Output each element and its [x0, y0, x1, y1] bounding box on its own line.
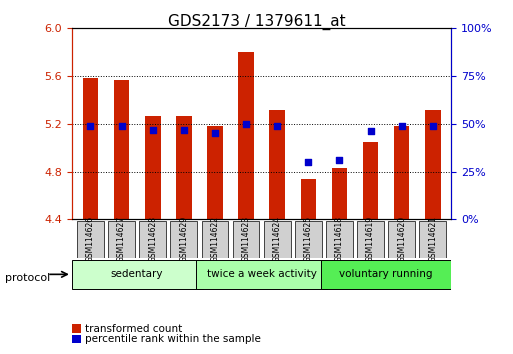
Text: GSM114628: GSM114628	[148, 216, 157, 262]
Bar	[425, 110, 441, 219]
FancyBboxPatch shape	[140, 221, 166, 258]
FancyBboxPatch shape	[321, 260, 451, 289]
Text: GSM114625: GSM114625	[304, 216, 313, 262]
Bar	[269, 110, 285, 219]
Bar	[363, 142, 378, 219]
Bar	[83, 79, 98, 219]
Text: GSM114622: GSM114622	[210, 216, 220, 262]
Point	[211, 131, 219, 136]
Point	[180, 127, 188, 133]
Point	[398, 124, 406, 129]
Point	[242, 121, 250, 127]
FancyBboxPatch shape	[295, 221, 322, 258]
FancyBboxPatch shape	[357, 221, 384, 258]
FancyBboxPatch shape	[170, 221, 197, 258]
Text: GSM114618: GSM114618	[335, 216, 344, 262]
Point	[273, 124, 281, 129]
Text: GSM114620: GSM114620	[397, 216, 406, 262]
Text: sedentary: sedentary	[111, 269, 164, 279]
Text: GSM114629: GSM114629	[180, 216, 188, 262]
Point	[336, 157, 344, 162]
Text: GSM114627: GSM114627	[117, 216, 126, 262]
Point	[304, 159, 312, 165]
FancyBboxPatch shape	[77, 221, 104, 258]
Text: transformed count: transformed count	[85, 324, 182, 333]
FancyBboxPatch shape	[202, 221, 228, 258]
Text: percentile rank within the sample: percentile rank within the sample	[85, 334, 261, 344]
Text: GSM114623: GSM114623	[242, 216, 250, 262]
Point	[117, 124, 126, 129]
Bar	[394, 126, 409, 219]
Text: GSM114621: GSM114621	[428, 216, 437, 262]
Text: GSM114619: GSM114619	[366, 216, 375, 262]
Bar	[331, 168, 347, 219]
Text: GSM114624: GSM114624	[273, 216, 282, 262]
Text: GDS2173 / 1379611_at: GDS2173 / 1379611_at	[168, 14, 345, 30]
Bar	[176, 115, 192, 219]
FancyBboxPatch shape	[420, 221, 446, 258]
Point	[366, 128, 374, 134]
FancyBboxPatch shape	[326, 221, 353, 258]
FancyBboxPatch shape	[108, 221, 135, 258]
FancyBboxPatch shape	[264, 221, 290, 258]
FancyBboxPatch shape	[233, 221, 260, 258]
Text: voluntary running: voluntary running	[339, 269, 433, 279]
Text: twice a week activity: twice a week activity	[207, 269, 317, 279]
Text: protocol: protocol	[5, 273, 50, 283]
FancyBboxPatch shape	[388, 221, 415, 258]
Bar	[145, 115, 161, 219]
FancyBboxPatch shape	[72, 260, 203, 289]
Point	[86, 124, 94, 129]
Point	[149, 127, 157, 133]
Bar	[239, 52, 254, 219]
Bar	[301, 179, 316, 219]
FancyBboxPatch shape	[196, 260, 327, 289]
Text: GSM114626: GSM114626	[86, 216, 95, 262]
Point	[429, 124, 437, 129]
Bar	[207, 126, 223, 219]
Bar	[114, 80, 129, 219]
